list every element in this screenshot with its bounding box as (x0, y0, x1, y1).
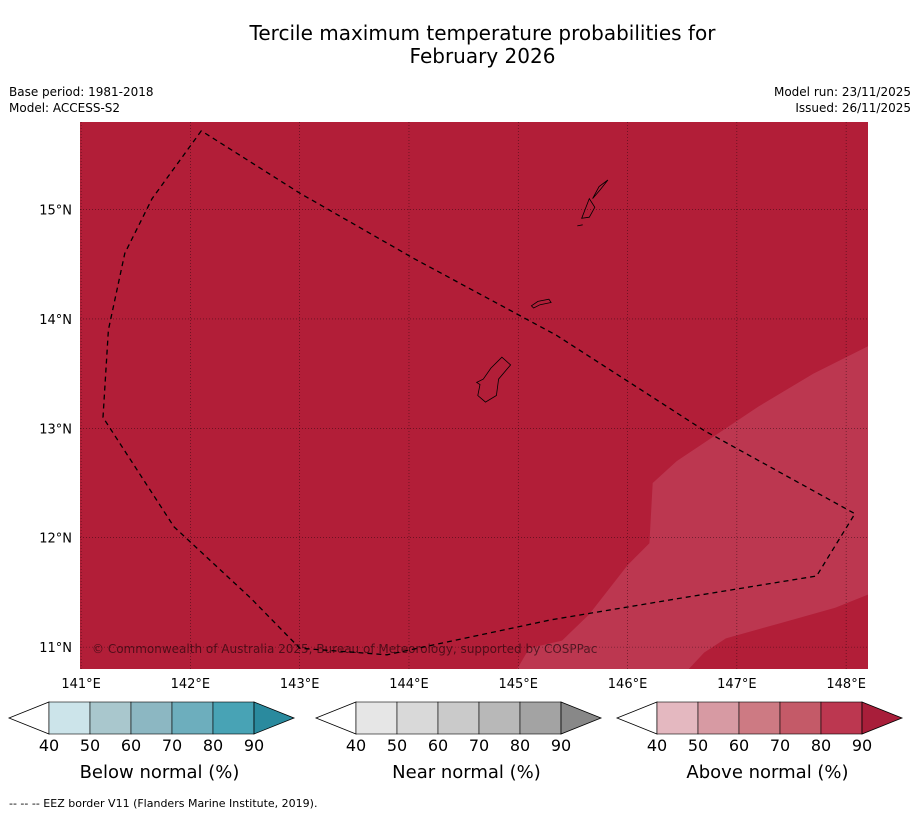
colorbar-tick-label: 50 (387, 736, 407, 755)
y-tick-label: 14°N (39, 313, 72, 328)
colorbar-segment (478, 701, 521, 735)
x-tick-label: 148°E (826, 677, 866, 692)
chart-title-line2: February 2026 (409, 44, 556, 68)
model-run: Model run: 23/11/2025 (773, 85, 911, 99)
x-tick-label: 146°E (608, 677, 648, 692)
island-rota (530, 298, 552, 309)
colorbar-tick-label: 80 (203, 736, 223, 755)
colorbar-tick-label: 70 (770, 736, 790, 755)
colorbar-segment (656, 701, 699, 735)
colorbar-near: 40 50 60 70 80 90 Near normal (%) (314, 701, 603, 783)
colorbar-segment (89, 701, 132, 735)
meta-left: Base period: 1981-2018 Model: ACCESS-S2 (9, 84, 154, 116)
colorbar-tick-label: 90 (852, 736, 872, 755)
colorbar-segment (171, 701, 214, 735)
x-tick-label: 143°E (280, 677, 320, 692)
colorbar-lower-extension (7, 701, 50, 735)
island-tinian (581, 197, 596, 219)
region-above-70-80 (517, 346, 868, 669)
model-name: Model: ACCESS-S2 (9, 101, 121, 115)
issued-date: Issued: 26/11/2025 (795, 101, 911, 115)
island-aguijan (577, 224, 583, 227)
colorbar-tick-label: 70 (469, 736, 489, 755)
y-tick-label: 13°N (39, 422, 72, 437)
x-tick-label: 147°E (717, 677, 757, 692)
colorbar-tick-label: 70 (162, 736, 182, 755)
colorbar-tick-label: 80 (510, 736, 530, 755)
colorbar-tick-label: 90 (244, 736, 264, 755)
y-axis-ticks: 15°N 14°N 13°N 12°N 11°N (39, 204, 72, 657)
colorbar-segment (212, 701, 255, 735)
colorbar-segment (48, 701, 91, 735)
colorbar-tick-label: 50 (80, 736, 100, 755)
colorbar-segment (355, 701, 398, 735)
y-tick-label: 11°N (39, 641, 72, 656)
colorbar-segment (396, 701, 439, 735)
meta-right: Model run: 23/11/2025 Issued: 26/11/2025 (774, 84, 911, 116)
colorbar-tick-label: 80 (811, 736, 831, 755)
y-tick-label: 15°N (39, 204, 72, 219)
eez-border (102, 130, 856, 656)
x-tick-label: 145°E (498, 677, 538, 692)
chart-title: Tercile maximum temperature probabilitie… (0, 22, 919, 68)
colorbar-tick-label: 60 (121, 736, 141, 755)
island-saipan (592, 179, 609, 199)
x-tick-label: 142°E (171, 677, 211, 692)
colorbar-lower-extension (314, 701, 357, 735)
colorbar-title: Below normal (%) (80, 762, 240, 783)
probability-regions (517, 346, 868, 669)
colorbar-tick-label: 60 (729, 736, 749, 755)
colorbar-lower-extension (615, 701, 658, 735)
y-tick-label: 12°N (39, 532, 72, 547)
colorbar-upper-extension (253, 701, 296, 735)
island-guam (475, 356, 512, 403)
colorbar-title: Near normal (%) (392, 762, 541, 783)
colorbar-segment (779, 701, 822, 735)
colorbar-upper-extension (861, 701, 904, 735)
chart-title-line1: Tercile maximum temperature probabilitie… (249, 21, 716, 45)
colorbar-title: Above normal (%) (686, 762, 848, 783)
colorbar-segment (820, 701, 863, 735)
copyright-text: © Commonwealth of Australia 2025, Bureau… (92, 642, 597, 656)
gridlines (80, 122, 868, 669)
x-tick-label: 141°E (61, 677, 101, 692)
colorbar-tick-label: 40 (647, 736, 667, 755)
islands (475, 179, 609, 403)
colorbar-segment (437, 701, 480, 735)
colorbar-segment (130, 701, 173, 735)
colorbar-tick-label: 50 (688, 736, 708, 755)
colorbar-tick-label: 90 (551, 736, 571, 755)
x-axis-ticks: 141°E 142°E 143°E 144°E 145°E 146°E 147°E 148°E (61, 677, 866, 692)
colorbar-segment (697, 701, 740, 735)
colorbar-tick-label: 40 (346, 736, 366, 755)
x-tick-label: 144°E (389, 677, 429, 692)
base-period: Base period: 1981-2018 (9, 85, 154, 99)
eez-footnote: -- -- -- EEZ border V11 (Flanders Marine… (9, 797, 318, 810)
colorbar-segment (738, 701, 781, 735)
colorbar-upper-extension (560, 701, 603, 735)
colorbar-tick-label: 60 (428, 736, 448, 755)
colorbar-tick-label: 40 (39, 736, 59, 755)
colorbar-segment (519, 701, 562, 735)
